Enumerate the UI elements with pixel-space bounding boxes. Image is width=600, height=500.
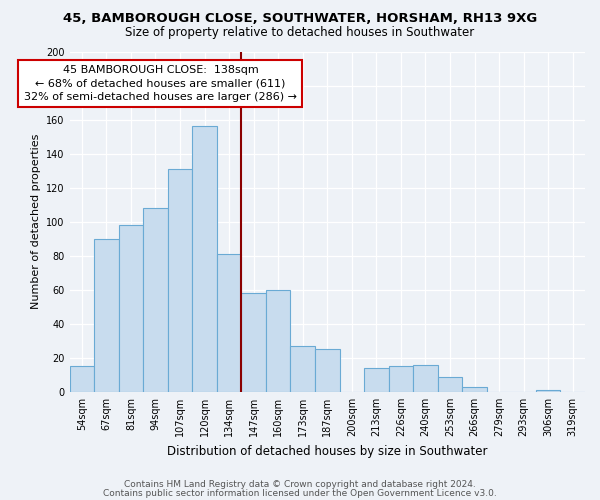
Bar (192, 126, 217, 392)
Text: Contains HM Land Registry data © Crown copyright and database right 2024.: Contains HM Land Registry data © Crown c… (124, 480, 476, 489)
Bar (168, 169, 192, 392)
Bar (143, 208, 168, 392)
Bar (70, 366, 94, 392)
Bar (217, 254, 241, 392)
Bar (266, 290, 290, 392)
Bar (241, 293, 266, 392)
Text: 45, BAMBOROUGH CLOSE, SOUTHWATER, HORSHAM, RH13 9XG: 45, BAMBOROUGH CLOSE, SOUTHWATER, HORSHA… (63, 12, 537, 26)
X-axis label: Distribution of detached houses by size in Southwater: Distribution of detached houses by size … (167, 444, 488, 458)
Text: 45 BAMBOROUGH CLOSE:  138sqm
← 68% of detached houses are smaller (611)
32% of s: 45 BAMBOROUGH CLOSE: 138sqm ← 68% of det… (24, 65, 297, 102)
Text: Contains public sector information licensed under the Open Government Licence v3: Contains public sector information licen… (103, 488, 497, 498)
Bar (536, 390, 560, 392)
Bar (438, 376, 462, 392)
Text: Size of property relative to detached houses in Southwater: Size of property relative to detached ho… (125, 26, 475, 39)
Bar (364, 368, 389, 392)
Bar (290, 346, 315, 392)
Bar (462, 387, 487, 392)
Bar (119, 225, 143, 392)
Bar (389, 366, 413, 392)
Bar (94, 238, 119, 392)
Bar (315, 350, 340, 392)
Bar (413, 364, 438, 392)
Y-axis label: Number of detached properties: Number of detached properties (31, 134, 41, 310)
